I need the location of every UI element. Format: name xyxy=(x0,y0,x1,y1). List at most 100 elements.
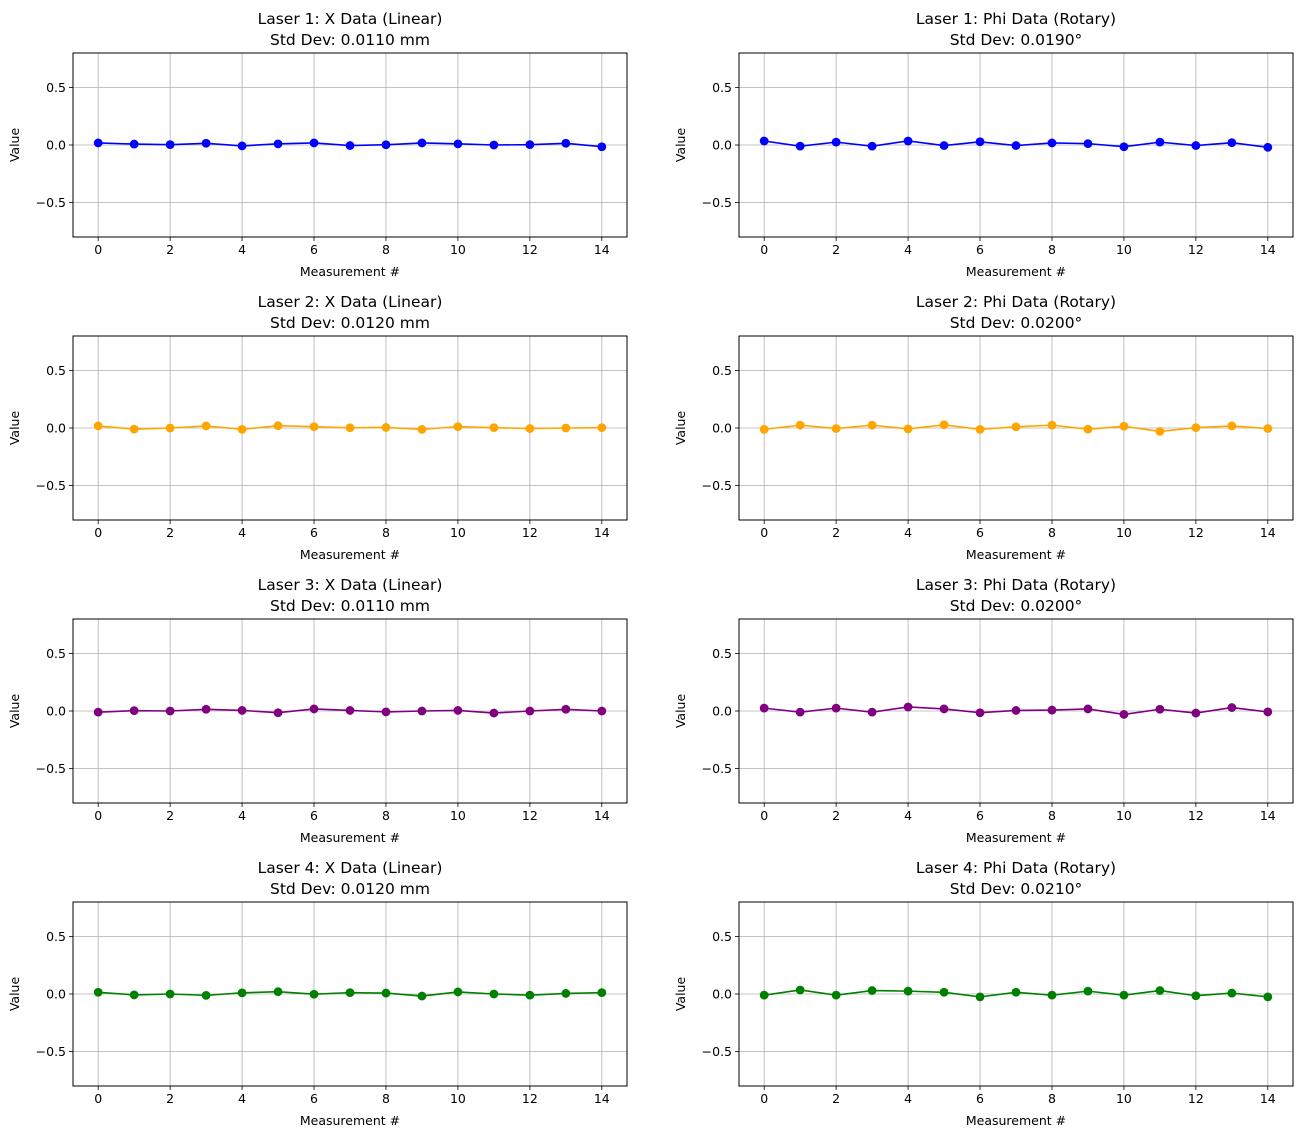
data-point xyxy=(1191,708,1201,718)
x-tick-label: 14 xyxy=(1260,808,1276,823)
data-point xyxy=(1011,422,1021,432)
chart-subtitle: Std Dev: 0.0190° xyxy=(950,31,1083,49)
x-tick-label: 6 xyxy=(310,808,318,823)
x-tick-label: 12 xyxy=(522,242,538,257)
data-point xyxy=(867,986,877,995)
x-tick-label: 8 xyxy=(1048,525,1056,540)
x-tick-label: 14 xyxy=(594,1091,610,1106)
data-point xyxy=(345,988,355,998)
x-tick-label: 8 xyxy=(382,1091,390,1106)
x-tick-label: 2 xyxy=(832,242,840,257)
data-point xyxy=(525,424,535,433)
data-point xyxy=(273,421,283,431)
x-tick-label: 8 xyxy=(1048,242,1056,257)
y-axis-label: Value xyxy=(673,694,688,729)
subplot-2: 0 2 4 6 8 10 12 14 −0.5 0.0 0.5 Measurement # Value L… xyxy=(673,10,1294,279)
x-tick-label: 10 xyxy=(450,525,466,540)
x-axis-label: Measurement # xyxy=(300,547,400,562)
chart-title: Laser 3: Phi Data (Rotary) xyxy=(916,576,1116,594)
x-tick-label: 14 xyxy=(594,808,610,823)
data-point xyxy=(561,704,571,714)
data-point xyxy=(1047,420,1057,430)
x-tick-label: 6 xyxy=(310,242,318,257)
data-point xyxy=(165,989,175,999)
data-point xyxy=(237,424,247,434)
data-point xyxy=(1263,992,1273,1002)
x-tick-label: 8 xyxy=(382,525,390,540)
x-axis-label: Measurement # xyxy=(966,1113,1066,1128)
x-tick-label: 10 xyxy=(450,242,466,257)
data-point xyxy=(1191,141,1201,150)
data-point xyxy=(975,424,985,434)
y-tick-label: −0.5 xyxy=(36,761,66,776)
y-tick-label: 0.0 xyxy=(712,138,732,153)
chart-subtitle: Std Dev: 0.0110 mm xyxy=(270,597,430,615)
x-tick-label: 12 xyxy=(1188,525,1204,540)
x-tick-label: 0 xyxy=(760,1091,768,1106)
x-tick-label: 10 xyxy=(1116,525,1132,540)
x-tick-label: 0 xyxy=(94,242,102,257)
data-point xyxy=(309,704,319,714)
data-point xyxy=(939,704,949,714)
chart-subtitle: Std Dev: 0.0110 mm xyxy=(270,31,430,49)
x-tick-label: 4 xyxy=(238,242,246,257)
subplot-6: 0 2 4 6 8 10 12 14 −0.5 0.0 0.5 Measurement # Value L… xyxy=(673,576,1294,845)
y-axis-label: Value xyxy=(673,128,688,163)
x-tick-label: 14 xyxy=(1260,525,1276,540)
y-tick-label: 0.5 xyxy=(46,929,66,944)
x-tick-label: 12 xyxy=(1188,242,1204,257)
y-tick-label: 0.5 xyxy=(46,646,66,661)
data-point xyxy=(201,421,211,431)
data-point xyxy=(93,138,103,148)
data-point xyxy=(453,706,463,715)
data-point xyxy=(831,137,841,147)
data-point xyxy=(1263,142,1273,152)
y-axis-label: Value xyxy=(7,977,22,1012)
x-tick-label: 4 xyxy=(904,1091,912,1106)
data-point xyxy=(903,136,913,146)
x-tick-label: 6 xyxy=(310,525,318,540)
chart-subtitle: Std Dev: 0.0210° xyxy=(950,880,1083,898)
data-point xyxy=(165,706,175,716)
data-point xyxy=(381,707,391,717)
subplot-5: 0 2 4 6 8 10 12 14 −0.5 0.0 0.5 Measurement # Value L… xyxy=(7,576,628,845)
chart-subtitle: Std Dev: 0.0200° xyxy=(950,597,1083,615)
data-point xyxy=(417,706,427,716)
x-tick-label: 0 xyxy=(94,525,102,540)
data-point xyxy=(417,138,427,148)
data-point xyxy=(1263,424,1273,433)
y-axis-label: Value xyxy=(7,411,22,446)
data-point xyxy=(453,139,463,149)
chart-title: Laser 4: X Data (Linear) xyxy=(258,859,443,877)
x-tick-label: 0 xyxy=(760,808,768,823)
data-point xyxy=(975,992,985,1002)
x-tick-label: 8 xyxy=(382,808,390,823)
x-tick-label: 12 xyxy=(1188,1091,1204,1106)
data-point xyxy=(417,424,427,434)
data-point xyxy=(795,985,805,995)
data-point xyxy=(273,987,283,997)
data-point xyxy=(1227,988,1237,998)
x-axis-label: Measurement # xyxy=(966,830,1066,845)
y-tick-label: −0.5 xyxy=(702,478,732,493)
y-tick-label: 0.5 xyxy=(712,929,732,944)
data-point xyxy=(345,706,355,715)
data-point xyxy=(129,424,139,434)
data-point xyxy=(561,138,571,148)
subplot-7: 0 2 4 6 8 10 12 14 −0.5 0.0 0.5 Measurement # Value L… xyxy=(7,859,628,1128)
data-point xyxy=(201,704,211,714)
x-tick-label: 14 xyxy=(1260,242,1276,257)
data-point xyxy=(237,141,247,151)
chart-subtitle: Std Dev: 0.0120 mm xyxy=(270,314,430,332)
x-tick-label: 4 xyxy=(904,242,912,257)
x-tick-label: 0 xyxy=(94,1091,102,1106)
data-point xyxy=(597,142,607,152)
data-point xyxy=(1047,990,1057,1000)
x-tick-label: 8 xyxy=(1048,808,1056,823)
x-tick-label: 14 xyxy=(594,525,610,540)
data-point xyxy=(489,140,499,150)
data-point xyxy=(309,138,319,148)
y-tick-label: −0.5 xyxy=(36,1044,66,1059)
data-point xyxy=(867,141,877,151)
